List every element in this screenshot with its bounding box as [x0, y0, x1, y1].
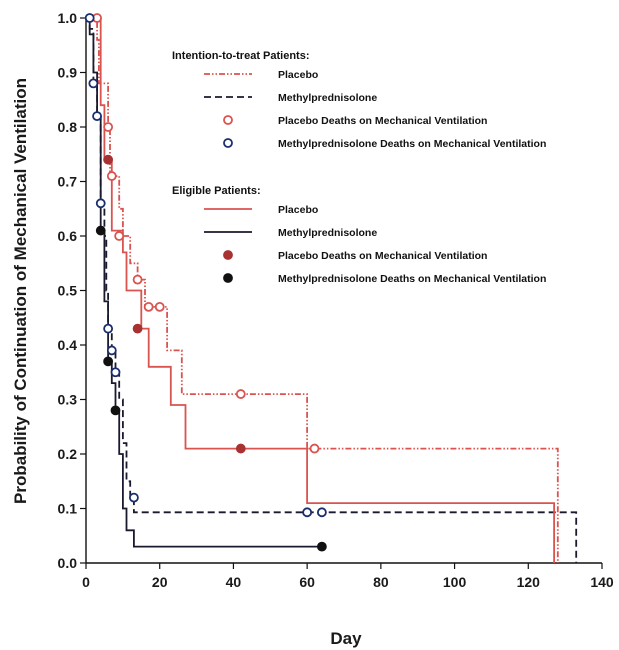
open-marker-4 [132, 274, 143, 285]
legend-entry-label: Placebo [278, 204, 318, 216]
solid-marker-6 [103, 154, 114, 165]
y-tick-label: 0.8 [58, 119, 78, 135]
open-marker-5 [84, 13, 95, 23]
open-marker-4 [235, 389, 246, 399]
open-marker-4 [154, 301, 165, 312]
x-tick-label: 20 [152, 574, 168, 590]
legend-entry-label: Methylprednisolone [278, 92, 377, 104]
open-marker-4 [103, 122, 114, 132]
open-marker-5 [103, 323, 114, 334]
open-marker-5 [110, 367, 121, 378]
legend-swatch-marker [223, 115, 233, 125]
series-line-2 [86, 17, 555, 563]
open-marker-4 [309, 443, 320, 454]
open-marker-4 [106, 171, 117, 181]
x-axis-title: Day [330, 629, 362, 648]
x-tick-label: 0 [82, 574, 90, 590]
open-marker-5 [95, 198, 106, 209]
legend-entry-label: Methylprednisolone [278, 227, 377, 239]
legend-entry-label: Methylprednisolone Deaths on Mechanical … [278, 138, 546, 150]
open-marker-5 [302, 507, 313, 518]
legend: Intention-to-treat Patients: Placebo Methy… [172, 50, 546, 285]
legend-group-title: Eligible Patients: [172, 185, 261, 197]
open-marker-5 [92, 111, 102, 121]
axes: 0 20 40 60 80 100 120 140 0.0 0.1 0.2 0.3 0.4 0.5 0.6 0… [58, 10, 614, 590]
y-tick-label: 0.6 [58, 228, 78, 244]
y-tick-label: 0.0 [58, 555, 78, 571]
solid-marker-6 [235, 443, 246, 454]
x-tick-label: 120 [517, 574, 541, 590]
x-tick-label: 140 [590, 574, 614, 590]
open-marker-5 [316, 507, 327, 518]
open-marker-4 [143, 301, 154, 312]
x-tick-label: 60 [299, 574, 315, 590]
legend-entry-label: Methylprednisolone Deaths on Mechanical … [278, 273, 546, 285]
x-tick-label: 80 [373, 574, 389, 590]
open-marker-5 [88, 78, 99, 89]
solid-marker-7 [103, 356, 114, 367]
legend-entry-label: Placebo Deaths on Mechanical Ventilation [278, 250, 487, 262]
y-axis-title: Probability of Continuation of Mechanica… [11, 78, 30, 504]
open-marker-5 [129, 492, 139, 503]
legend-entry-label: Placebo Deaths on Mechanical Ventilation [278, 115, 487, 127]
y-tick-label: 0.9 [58, 65, 78, 81]
legend-entry-label: Placebo [278, 69, 318, 81]
y-tick-label: 0.2 [58, 446, 78, 462]
legend-group-title: Intention-to-treat Patients: [172, 50, 310, 62]
solid-marker-7 [316, 541, 327, 552]
y-tick-label: 0.3 [58, 392, 78, 408]
legend-swatch-marker [223, 273, 233, 283]
x-tick-label: 100 [443, 574, 467, 590]
y-tick-label: 0.7 [58, 174, 78, 190]
y-tick-label: 0.5 [58, 283, 78, 299]
x-tick-label: 40 [226, 574, 242, 590]
open-marker-4 [114, 231, 125, 241]
marker-layer [84, 13, 327, 552]
y-tick-label: 0.4 [58, 337, 78, 353]
solid-marker-7 [95, 225, 106, 236]
solid-marker-7 [110, 405, 121, 416]
y-tick-label: 0.1 [58, 501, 78, 517]
legend-swatch-marker [223, 138, 233, 148]
solid-marker-6 [132, 323, 143, 334]
legend-swatch-marker [223, 250, 233, 260]
open-marker-5 [106, 345, 117, 356]
y-tick-label: 1.0 [58, 10, 78, 26]
